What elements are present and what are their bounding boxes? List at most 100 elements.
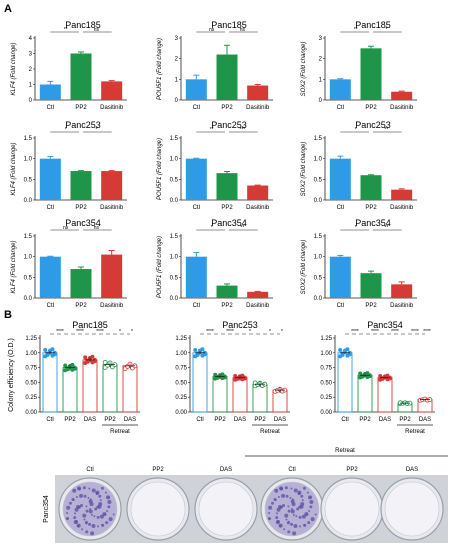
y-tick-label: 0.5 — [24, 177, 33, 183]
colony-stain — [82, 486, 86, 490]
colony-stain — [273, 497, 277, 501]
colony-stain — [88, 487, 91, 490]
bar-dasitinib — [101, 171, 123, 200]
y-axis-label: KLF4 (Fold change) — [11, 142, 17, 195]
colony-stain — [88, 509, 93, 514]
y-tick-label: 0.25 — [320, 395, 332, 401]
colony-stain — [298, 515, 302, 519]
y-tick-label: 1 — [29, 83, 33, 89]
y-tick-label: 0.75 — [25, 366, 37, 372]
colony-stain — [284, 486, 288, 490]
bar-outline — [62, 367, 78, 413]
x-tick-label: DAS — [419, 417, 431, 423]
colony-stain — [282, 503, 286, 507]
colony-stain — [77, 486, 82, 491]
x-tick-label: PP2 — [365, 205, 377, 211]
chart-title: Panc354 — [367, 320, 403, 330]
colony-stain — [285, 518, 288, 521]
sig-label: * — [65, 127, 67, 133]
colony-stain — [293, 488, 298, 493]
chart-title: Panc253 — [211, 120, 247, 130]
colony-stain — [91, 488, 96, 493]
colony-stain — [89, 498, 92, 501]
sig-label: ** — [384, 127, 388, 133]
y-tick-label: 3 — [175, 36, 179, 42]
colony-stain — [309, 505, 313, 509]
data-point — [367, 374, 372, 379]
y-tick-label: 0.5 — [170, 275, 179, 281]
bar-chart-2: Panc185 POU5F1 (Fold change) 0 1 2 3 Ctl PP2 Das… — [157, 20, 273, 111]
bar-dasitinib — [391, 91, 413, 100]
y-tick-label: 0.75 — [175, 366, 187, 372]
y-tick-label: 3 — [319, 36, 323, 42]
colony-stain — [295, 515, 298, 518]
x-tick-label: PP2 — [221, 205, 233, 211]
y-tick-label: 2 — [29, 67, 33, 73]
y-tick-label: 1.5 — [314, 136, 323, 142]
data-point — [220, 372, 225, 377]
bar-dasitinib — [101, 81, 123, 100]
bar-outline — [377, 377, 393, 413]
bar-ctl — [39, 158, 61, 200]
y-tick-label: 0.00 — [25, 410, 37, 416]
colony-stain — [306, 491, 309, 494]
dish-well — [384, 481, 440, 537]
data-point — [90, 354, 95, 359]
colony-stain — [107, 495, 110, 498]
y-axis-label: KLF4 (Fold change) — [11, 240, 17, 293]
colony-stain — [105, 521, 109, 525]
dot-chart-1: Panc185 Colony efficiency (O.D.) 0.00 0.25 0… — [8, 320, 140, 435]
bar-outline — [82, 359, 98, 413]
y-tick-label: 0.5 — [314, 275, 323, 281]
colony-stain — [287, 530, 291, 534]
y-tick-label: 0.5 — [170, 177, 179, 183]
data-point — [340, 352, 345, 357]
colony-stain — [290, 487, 293, 490]
colony-stain — [289, 497, 292, 500]
bar-outline — [252, 383, 268, 413]
colony-stain — [314, 513, 317, 516]
sig-label: ** — [64, 27, 68, 33]
bar-ctl — [185, 256, 207, 298]
chart-title: Panc185 — [65, 20, 101, 30]
x-tick-label: Ctl — [193, 303, 200, 309]
y-tick-label: 1.25 — [25, 336, 37, 342]
bar-outline — [102, 364, 118, 413]
colony-stain — [291, 498, 294, 501]
bar-ctl — [329, 79, 351, 100]
chart-title: Panc253 — [355, 120, 391, 130]
data-point — [52, 352, 57, 357]
dish-well — [130, 481, 186, 537]
x-tick-label: PP2 — [64, 417, 76, 423]
sig-label: * — [281, 329, 283, 335]
x-tick-label: DAS — [234, 417, 246, 423]
colony-stain — [309, 500, 314, 505]
bar-ctl — [39, 84, 61, 100]
bar-outline — [192, 352, 208, 413]
data-point — [193, 347, 198, 352]
y-tick-label: 0.75 — [320, 366, 332, 372]
y-tick-label: 1.0 — [170, 157, 179, 163]
chart-title: Panc185 — [72, 320, 108, 330]
sig-label: * — [131, 329, 133, 335]
chart-title: Panc185 — [211, 20, 247, 30]
x-tick-label: Dasitinib — [390, 205, 414, 211]
sig-label: **** — [206, 329, 214, 335]
y-tick-label: 0.0 — [314, 198, 323, 204]
colony-stain — [302, 486, 306, 490]
sig-label: * — [95, 127, 97, 133]
y-tick-label: 1.25 — [320, 336, 332, 342]
bar-ctl — [185, 158, 207, 200]
y-tick-label: 0.25 — [175, 395, 187, 401]
data-point — [85, 359, 90, 364]
sig-label: * — [355, 127, 357, 133]
y-tick-label: 1.00 — [175, 351, 187, 357]
bar-pp2 — [70, 269, 92, 298]
colony-stain — [85, 505, 88, 508]
y-tick-label: 1.5 — [24, 136, 33, 142]
bar-dasitinib — [247, 291, 269, 298]
colony-stain — [300, 494, 304, 498]
x-tick-label: Ctl — [337, 303, 344, 309]
data-point — [347, 352, 352, 357]
colony-stain — [66, 505, 71, 510]
